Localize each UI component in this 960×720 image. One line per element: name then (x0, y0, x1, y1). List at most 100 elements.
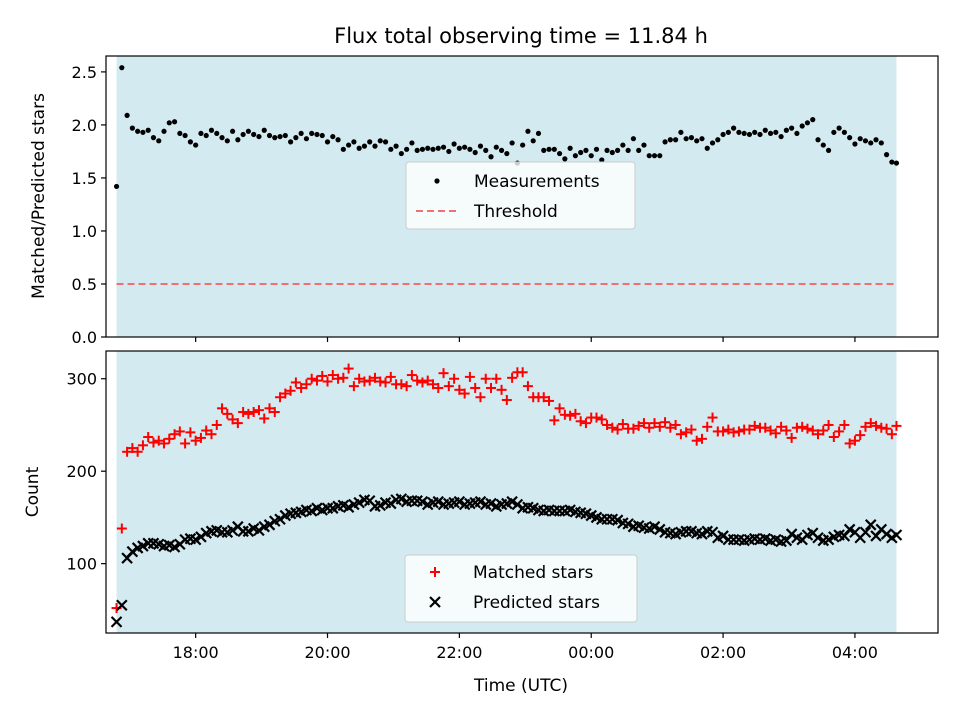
measurement-point (229, 128, 236, 134)
count-panel: 100 200 300 18:00 20:00 22:00 00:00 02:00 04:00… (23, 350, 939, 696)
measurement-point (599, 157, 605, 163)
measurement-point (889, 159, 895, 165)
measurement-point (235, 137, 241, 143)
matched-star-point (602, 419, 613, 430)
matched-star-point (770, 428, 781, 439)
measurement-point (799, 123, 805, 129)
matched-star-point (818, 425, 829, 436)
measurement-point (177, 130, 183, 137)
measurement-point (377, 138, 383, 144)
matched-star-point (343, 363, 354, 374)
measurement-point (224, 138, 230, 144)
matched-star-point (886, 429, 897, 440)
matched-star-point (174, 426, 185, 437)
measurement-point (272, 135, 278, 141)
predicted-star-point (859, 526, 872, 538)
matched-star-point (855, 430, 866, 441)
measurement-point (393, 143, 399, 149)
measurement-point (382, 139, 389, 145)
x-tick-label: 00:00 (568, 643, 614, 662)
measurement-point (509, 140, 515, 146)
matched-star-point (159, 438, 170, 449)
predicted-star-point (253, 524, 265, 537)
measurement-point (483, 147, 489, 153)
y-tick-label: 100 (66, 555, 97, 574)
count-panel-frame (105, 350, 939, 634)
predicted-star-point (785, 528, 798, 540)
matched-star-point (143, 431, 154, 442)
matched-star-point (211, 419, 222, 430)
measurement-point (831, 129, 837, 135)
measurement-point (398, 150, 404, 157)
ratio-panel-frame (105, 55, 939, 338)
matched-star-point (459, 388, 470, 399)
measurement-point (820, 142, 826, 148)
measurement-point (372, 143, 378, 149)
measurement-point (773, 129, 779, 135)
measurement-point (704, 145, 710, 151)
matched-star-point (412, 375, 423, 386)
measurement-point (731, 125, 737, 131)
measurement-point (472, 149, 478, 156)
measurement-point (498, 147, 505, 153)
matched-star-point (127, 443, 138, 454)
measurement-point (746, 131, 753, 138)
matched-star-point (153, 435, 164, 446)
measurement-point (699, 136, 705, 142)
predicted-star-point (717, 530, 729, 542)
matched-star-point (781, 425, 792, 436)
matched-star-point (201, 425, 212, 436)
measurement-point (314, 131, 320, 138)
matched-star-point (317, 370, 328, 381)
matched-star-point (517, 367, 528, 378)
matched-star-point (607, 422, 618, 433)
matched-star-point (881, 423, 892, 434)
measurement-point (847, 135, 853, 141)
y-tick-label: 1.5 (72, 169, 97, 188)
measurement-point (567, 145, 573, 151)
matched-star-point (760, 422, 771, 433)
matched-star-point (132, 446, 143, 457)
measurement-point (868, 140, 874, 146)
x-tick-label: 22:00 (436, 643, 482, 662)
measurement-point (446, 148, 452, 155)
y-tick-label: 0.5 (72, 275, 97, 294)
measurement-point (593, 146, 600, 152)
matched-star-point (491, 373, 502, 384)
measurement-point (815, 137, 821, 143)
matched-star-point (660, 417, 671, 428)
measurement-point (804, 120, 811, 126)
matched-star-point (507, 372, 518, 383)
y-tick-label: 2.0 (72, 116, 97, 135)
matched-star-point (369, 372, 380, 383)
matched-star-point (364, 375, 375, 386)
matched-star-point (164, 433, 175, 444)
matched-star-point (248, 407, 259, 418)
matched-star-point (496, 384, 507, 395)
matched-star-point (638, 418, 649, 429)
matched-star-point (834, 426, 845, 437)
measurement-point (572, 153, 579, 159)
matched-star-point (433, 382, 444, 393)
measurement-point (620, 142, 626, 148)
x-tick-label: 02:00 (700, 643, 746, 662)
matched-star-point (311, 375, 322, 386)
measurement-point (156, 138, 162, 144)
matched-star-point (686, 424, 697, 435)
measurement-point (135, 128, 141, 134)
matched-star-point (243, 408, 254, 419)
matched-star-point (828, 431, 839, 442)
measurement-point (783, 127, 789, 133)
measurement-point (219, 135, 225, 141)
matched-star-point (354, 373, 365, 384)
y-tick-label: 300 (66, 370, 97, 389)
measurement-point (208, 127, 215, 133)
legend-matched-label: Matched stars (473, 563, 593, 583)
legend-threshold-label: Threshold (473, 202, 558, 222)
matched-star-point (269, 407, 280, 418)
y-tick-label: 2.5 (72, 63, 97, 82)
measurement-point (762, 127, 768, 133)
predicted-star-point (126, 545, 139, 558)
measurement-point (810, 117, 816, 123)
measurement-point (404, 146, 410, 152)
